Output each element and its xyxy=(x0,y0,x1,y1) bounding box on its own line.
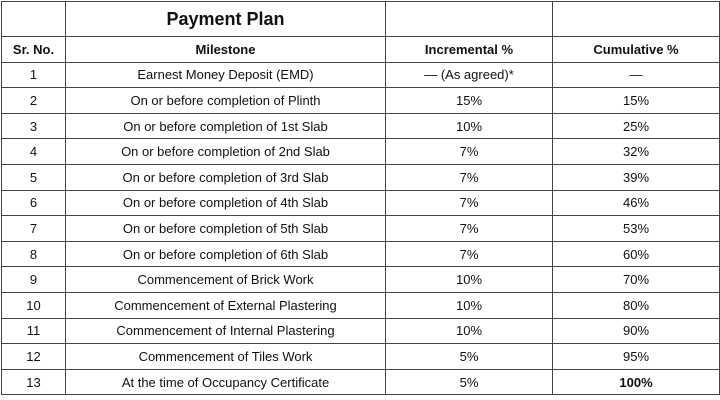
table-row: 8 On or before completion of 6th Slab 7% 60… xyxy=(1,240,720,268)
empty-cell xyxy=(385,1,553,37)
table-cell: 7% xyxy=(385,163,553,191)
table-row: 1 Earnest Money Deposit (EMD) — (As agreed… xyxy=(1,61,720,89)
table-row: 13 At the time of Occupancy Certificate 5%… xyxy=(1,368,720,396)
table-cell: 10% xyxy=(385,317,553,345)
table-cell: 2 xyxy=(1,87,66,114)
table-row: 10 Commencement of External Plastering 10%… xyxy=(1,291,720,319)
table-cell: — (As agreed)* xyxy=(385,61,553,89)
table-cell: 4 xyxy=(1,138,66,165)
table-cell: 1 xyxy=(1,61,66,89)
table-cell: 12 xyxy=(1,343,66,370)
table-cell: 53% xyxy=(552,215,720,242)
header-cell: Milestone xyxy=(65,36,386,63)
title-row: Payment Plan xyxy=(1,1,720,37)
table-cell: 80% xyxy=(552,291,720,319)
table-cell: On or before completion of 4th Slab xyxy=(65,189,386,217)
table-cell: 10% xyxy=(385,266,553,293)
table-cell: 39% xyxy=(552,163,720,191)
table-row: 2 On or before completion of Plinth 15% 15% xyxy=(1,87,720,114)
table-row: 12 Commencement of Tiles Work 5% 95% xyxy=(1,343,720,370)
table-cell: Commencement of Brick Work xyxy=(65,266,386,293)
table-cell: 46% xyxy=(552,189,720,217)
table-cell: 7% xyxy=(385,215,553,242)
table-cell: On or before completion of 5th Slab xyxy=(65,215,386,242)
table-cell: 100% xyxy=(552,368,720,396)
table-cell: 60% xyxy=(552,240,720,268)
table-cell: 7% xyxy=(385,138,553,165)
table-cell: — xyxy=(552,61,720,89)
table-cell: Commencement of Internal Plastering xyxy=(65,317,386,345)
table-cell: 32% xyxy=(552,138,720,165)
table-cell: Commencement of Tiles Work xyxy=(65,343,386,370)
empty-cell xyxy=(552,1,720,37)
header-cell: Sr. No. xyxy=(1,36,66,63)
table-cell: 11 xyxy=(1,317,66,345)
table-cell: 9 xyxy=(1,266,66,293)
empty-cell xyxy=(1,1,66,37)
table-cell: 6 xyxy=(1,189,66,217)
table-cell: Commencement of External Plastering xyxy=(65,291,386,319)
table-row: 5 On or before completion of 3rd Slab 7% 39… xyxy=(1,163,720,191)
header-cell: Incremental % xyxy=(385,36,553,63)
table-body: 1 Earnest Money Deposit (EMD) — (As agreed… xyxy=(1,61,720,396)
table-cell: 13 xyxy=(1,368,66,396)
table-cell: 10 xyxy=(1,291,66,319)
table-cell: At the time of Occupancy Certificate xyxy=(65,368,386,396)
table-cell: 15% xyxy=(385,87,553,114)
table-cell: 5% xyxy=(385,343,553,370)
table-cell: 90% xyxy=(552,317,720,345)
table-row: 7 On or before completion of 5th Slab 7% 53… xyxy=(1,215,720,242)
table-cell: 25% xyxy=(552,112,720,140)
table-cell: On or before completion of 6th Slab xyxy=(65,240,386,268)
table-cell: On or before completion of 3rd Slab xyxy=(65,163,386,191)
table-cell: 5 xyxy=(1,163,66,191)
header-row: Sr. No. Milestone Incremental % Cumulative … xyxy=(1,36,720,63)
table-cell: 10% xyxy=(385,112,553,140)
table-cell: On or before completion of 1st Slab xyxy=(65,112,386,140)
table-cell: 5% xyxy=(385,368,553,396)
table-cell: On or before completion of 2nd Slab xyxy=(65,138,386,165)
table-cell: 3 xyxy=(1,112,66,140)
table-row: 9 Commencement of Brick Work 10% 70% xyxy=(1,266,720,293)
table-row: 6 On or before completion of 4th Slab 7% 46… xyxy=(1,189,720,217)
table-cell: 7% xyxy=(385,240,553,268)
table-row: 4 On or before completion of 2nd Slab 7% 32… xyxy=(1,138,720,165)
table-cell: 10% xyxy=(385,291,553,319)
table-cell: Earnest Money Deposit (EMD) xyxy=(65,61,386,89)
table-row: 3 On or before completion of 1st Slab 10% 2… xyxy=(1,112,720,140)
table-cell: 95% xyxy=(552,343,720,370)
table-cell: On or before completion of Plinth xyxy=(65,87,386,114)
table-cell: 8 xyxy=(1,240,66,268)
table-cell: 15% xyxy=(552,87,720,114)
table-row: 11 Commencement of Internal Plastering 10%… xyxy=(1,317,720,345)
table-title: Payment Plan xyxy=(65,1,386,37)
table-cell: 7 xyxy=(1,215,66,242)
table-cell: 7% xyxy=(385,189,553,217)
table-cell: 70% xyxy=(552,266,720,293)
header-cell: Cumulative % xyxy=(552,36,720,63)
